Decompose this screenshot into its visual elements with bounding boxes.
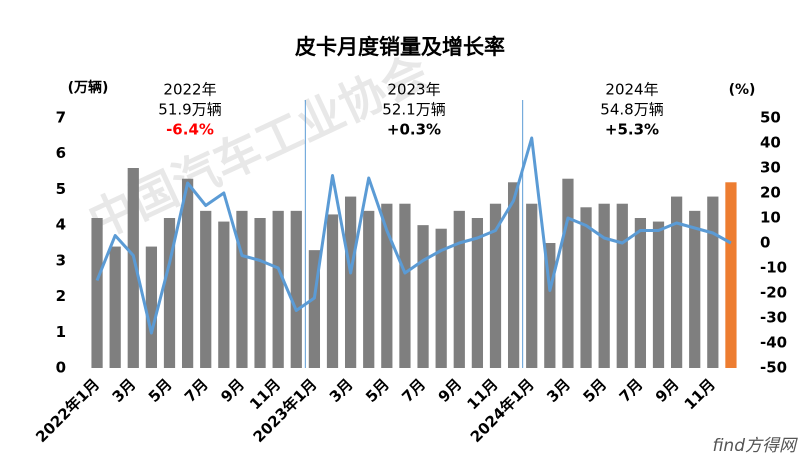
year-total: 51.9万辆 [158,101,221,119]
year-total: 54.8万辆 [600,101,663,119]
bar [526,203,538,368]
bar [254,218,266,368]
x-tick-label: 3月 [326,375,357,406]
x-tick-label: 11月 [681,375,719,413]
line [95,136,732,335]
y-tick-label: 2 [56,287,66,305]
y2-tick-label: -30 [760,309,787,327]
bar [634,218,647,368]
y-tick-label: 4 [56,216,66,234]
bar [507,182,520,368]
y2-tick-label: -20 [760,284,787,302]
y-tick-label: 5 [56,180,66,198]
y-tick-label: 6 [56,144,66,162]
bar [326,214,339,368]
y2-tick-label: 30 [760,159,781,177]
bar [471,218,484,368]
bar [109,246,121,368]
bar [272,210,284,368]
year-label: 2024年 [605,81,658,99]
x-tick-label: 7月 [616,375,647,406]
y2-tick-label: -50 [760,359,787,377]
y-axis-label: (万辆) [68,79,109,96]
x-tick-label: 3月 [109,375,140,406]
year-growth: +5.3% [605,121,659,139]
bar [308,250,321,368]
x-tick-label: 2022年1月 [32,375,103,446]
y2-tick-label: -40 [760,334,787,352]
bar [381,203,393,368]
x-tick-label: 9月 [217,375,248,406]
year-growth: -6.4% [166,121,214,139]
bar [399,203,411,368]
x-tick-label: 5月 [362,375,393,406]
logo: find方得网 [712,436,798,456]
x-tick-label: 7月 [398,375,429,406]
x-tick-label: 5月 [579,375,610,406]
bar [544,243,556,368]
y2-tick-label: 10 [760,209,781,227]
x-tick-label: 9月 [652,375,683,406]
bar [91,218,103,368]
bar [652,221,665,368]
x-tick-label: 9月 [435,375,466,406]
y2-tick-label: 0 [760,234,770,252]
y2-tick-label: 50 [760,109,781,127]
bar [489,203,502,368]
bar [435,228,447,368]
bar [218,221,230,368]
y-tick-label: 7 [56,109,66,127]
chart-title: 皮卡月度销量及增长率 [295,35,505,59]
bar [562,178,574,368]
y-tick-label: 1 [56,323,66,341]
bar [127,168,139,368]
bar [145,246,158,368]
bar [580,207,592,368]
y2-tick-label: 20 [760,184,781,202]
bar [670,196,683,368]
bar [290,210,302,368]
bar [725,182,737,368]
bar [363,210,375,368]
bar [616,203,628,368]
bar [200,210,212,368]
year-growth: +0.3% [387,121,441,139]
x-tick-label: 3月 [543,375,574,406]
y-tick-label: 3 [56,251,66,269]
x-tick-label: 5月 [145,375,176,406]
bar [181,178,194,368]
bar [236,210,248,368]
bar [453,210,465,368]
bar [344,196,357,368]
y2-tick-label: -10 [760,259,787,277]
year-label: 2022年 [163,81,216,99]
bar [598,203,610,368]
year-total: 52.1万辆 [382,101,445,119]
y-tick-label: 0 [56,359,66,377]
year-label: 2023年 [387,81,440,99]
y2-tick-label: 40 [760,134,781,152]
bar [417,225,429,368]
bar [163,218,176,368]
bar [707,196,719,368]
bar [689,210,701,368]
y2-axis-label: (%) [729,82,756,98]
x-tick-label: 7月 [181,375,212,406]
